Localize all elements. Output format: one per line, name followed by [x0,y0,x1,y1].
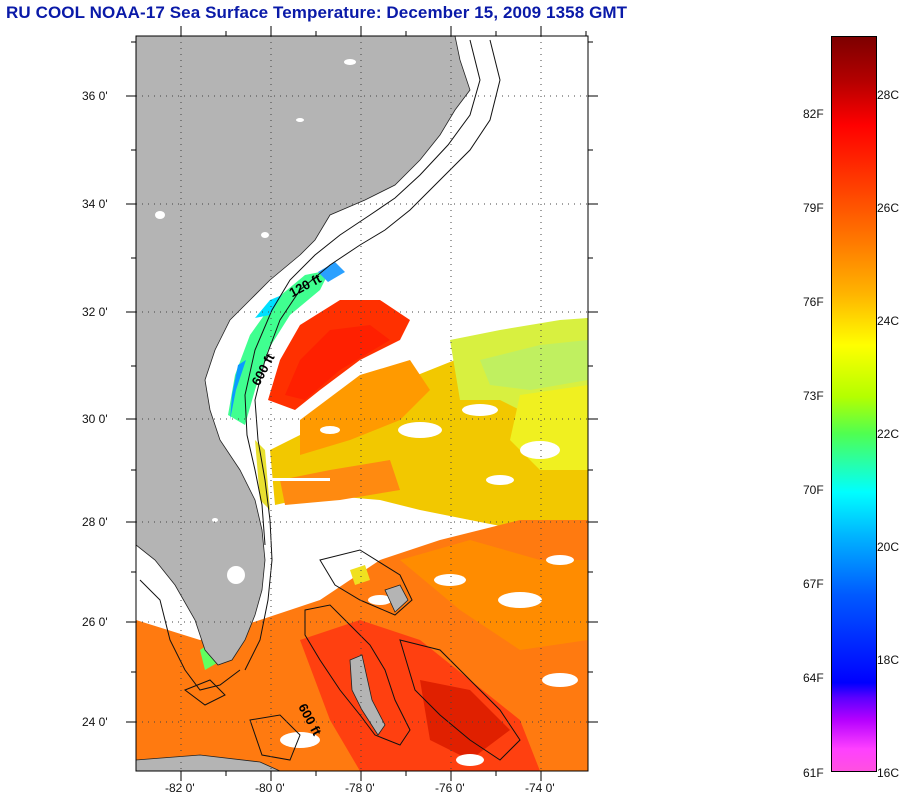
lat-label-30: 30 0' [82,412,108,426]
lat-label-26: 26 0' [82,615,108,629]
lon-label-74: -74 0' [525,781,555,795]
lon-label-82: -82 0' [165,781,195,795]
cloud-holes [270,404,578,766]
lat-label-32: 32 0' [82,305,108,319]
land-bahamas [136,584,409,771]
cb-c-16: 16C [877,766,900,780]
map-frame [135,35,589,772]
axis-ticks [126,26,598,781]
lat-label-34: 34 0' [82,197,108,211]
cb-c-18: 18C [877,653,900,667]
cb-c-26: 26C [877,201,900,215]
lat-label-24: 24 0' [82,715,108,729]
temperature-colorbar [831,36,877,772]
lat-label-28: 28 0' [82,515,108,529]
cb-f-64: 64F [803,671,824,685]
cb-f-70: 70F [803,483,824,497]
cb-f-82: 82F [803,107,824,121]
cb-c-28: 28C [877,88,900,102]
map-title: RU COOL NOAA-17 Sea Surface Temperature:… [6,3,628,22]
cb-f-73: 73F [803,389,824,403]
lon-label-80: -80 0' [255,781,285,795]
cb-c-22: 22C [877,427,900,441]
lon-label-76: -76 0' [435,781,465,795]
inland-water [155,59,356,584]
lat-label-36: 36 0' [82,89,108,103]
bathymetry-contours [139,39,521,761]
lon-label-78: -78 0' [345,781,375,795]
cb-f-67: 67F [803,577,824,591]
land-us-coast [136,36,471,666]
cb-c-20: 20C [877,540,900,554]
cb-f-76: 76F [803,295,824,309]
cb-f-61: 61F [803,766,824,780]
graticule [136,36,588,771]
cb-f-79: 79F [803,201,824,215]
cb-c-24: 24C [877,314,900,328]
